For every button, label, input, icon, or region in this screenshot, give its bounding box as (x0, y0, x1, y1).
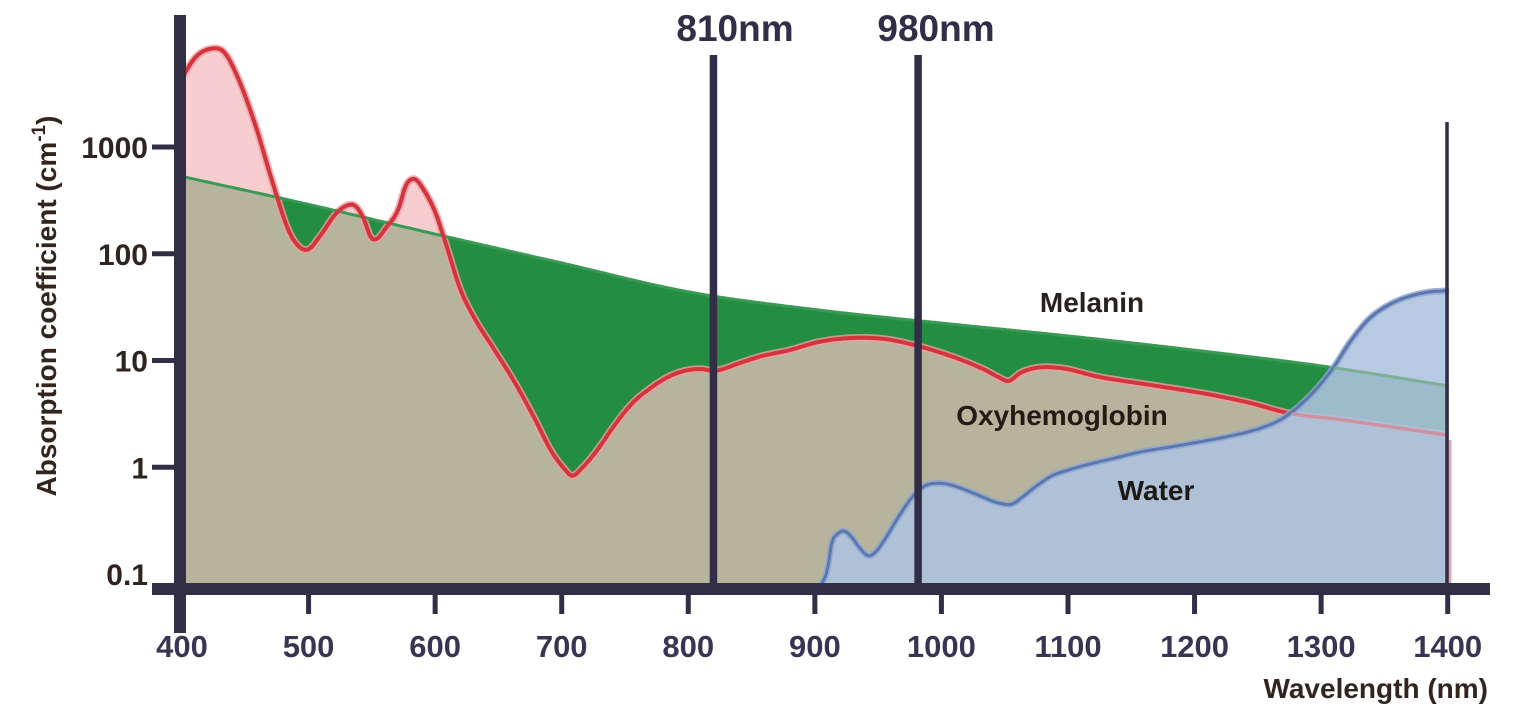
melanin-series-label: Melanin (1040, 287, 1144, 318)
x-axis-line (152, 583, 1490, 595)
annotation-980nm-label: 980nm (877, 8, 994, 49)
annotation-810nm-label: 810nm (676, 8, 793, 49)
x-tick-label-400: 400 (156, 629, 208, 664)
x-tick-label-600: 600 (409, 629, 461, 664)
x-tick-label-1300: 1300 (1287, 629, 1356, 664)
y-axis-line (174, 15, 186, 633)
melanin-line-under-water (1333, 366, 1450, 388)
y-tick-label-1: 1 (131, 452, 148, 485)
melanin-line (181, 174, 1450, 388)
oxyhemoglobin-line-under-water (1290, 412, 1449, 437)
oxyhemoglobin-series-label: Oxyhemoglobin (956, 400, 1168, 431)
x-axis-title: Wavelength (nm) (1263, 673, 1488, 704)
x-axis-ticks: 400 500 600 700 800 900 1000 1100 1200 1300 1400 (156, 595, 1482, 664)
oxyhemoglobin-line (180, 46, 1450, 478)
x-tick-label-1200: 1200 (1160, 629, 1229, 664)
x-tick-label-1000: 1000 (907, 629, 976, 664)
y-tick-label-100: 100 (98, 239, 148, 272)
y-tick-label-1000: 1000 (81, 132, 148, 165)
x-tick-label-800: 800 (662, 629, 714, 664)
water-area (821, 290, 1449, 588)
laser-wavelength-annotations (709, 55, 922, 588)
water-line (819, 289, 1451, 586)
y-tick-label-10: 10 (115, 346, 148, 379)
x-tick-label-1400: 1400 (1413, 629, 1482, 664)
x-tick-label-900: 900 (789, 629, 841, 664)
x-tick-label-1100: 1100 (1034, 629, 1101, 664)
y-axis-ticks: 1000 100 10 1 0.1 (81, 132, 174, 592)
y-axis-title: Absorption coefficient (cm-1) (29, 116, 62, 497)
x-tick-label-700: 700 (536, 629, 588, 664)
y-tick-label-0.1: 0.1 (106, 559, 148, 592)
water-series-label: Water (1118, 475, 1195, 506)
x-tick-label-500: 500 (283, 629, 335, 664)
